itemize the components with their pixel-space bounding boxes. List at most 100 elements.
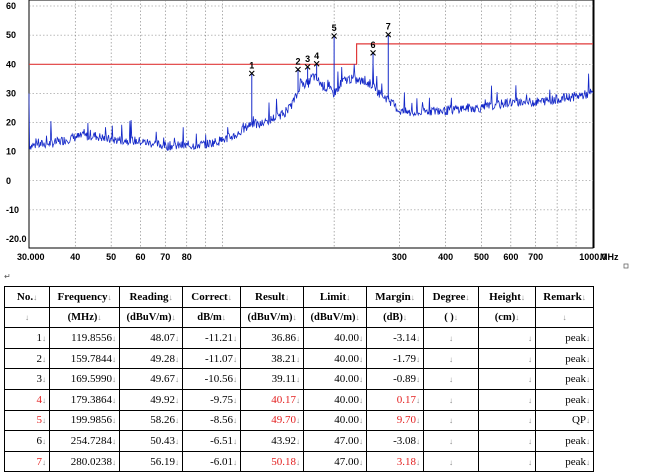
cell-end-mark: ↓: [586, 354, 590, 364]
peak-marker: [304, 63, 311, 70]
cell-text: 280.0238: [70, 455, 112, 468]
cell-end-mark: ↓: [449, 375, 453, 385]
cell-text: -6.51: [210, 434, 233, 447]
cell-end-mark: ↓: [233, 375, 237, 385]
x-tick-label: 1000.0: [579, 252, 607, 262]
y-tick-label: 50: [6, 30, 16, 40]
cell-text: 179.3864: [70, 393, 112, 406]
x-tick-label: 80: [182, 252, 192, 262]
remark-cell: peak↓: [535, 388, 594, 411]
table-row: No.↓ Frequency↓ Reading↓ Correct↓ Result↓ Lim…: [4, 286, 594, 308]
cell-end-mark: ↓: [520, 292, 525, 302]
cell-end-mark: ↓: [42, 457, 46, 467]
frequency-cell: 199.9856↓: [49, 409, 120, 432]
reading-cell: 58.26↓: [119, 409, 183, 432]
y-tick-label: 60: [6, 1, 16, 11]
cell-end-mark: ↓: [171, 312, 176, 322]
cell-text: 50.43: [150, 434, 175, 447]
table-row: 6↓ 254.7284↓ 50.43↓ -6.51↓ 43.92↓ 47.00↓ -3.08…: [4, 430, 594, 452]
cell-end-mark: ↓: [42, 354, 46, 364]
correct-cell: -11.07↓: [182, 347, 241, 370]
result-cell: 49.70↓: [240, 409, 304, 432]
y-tick-label: 20: [6, 118, 16, 128]
header-cell: (dBuV/m)↓: [119, 306, 183, 329]
cell-end-mark: ↓: [233, 457, 237, 467]
cell-end-mark: ↓: [586, 457, 590, 467]
reading-cell: 49.28↓: [119, 347, 183, 370]
remark-cell: peak↓: [535, 327, 594, 349]
cell-text: Degree: [432, 290, 466, 303]
cell-end-mark: ↓: [528, 436, 532, 446]
peak-label: 7: [386, 22, 391, 32]
table-row: 4↓ 179.3864↓ 49.92↓ -9.75↓ 40.17↓ 40.00↓ 0.17↓…: [4, 388, 594, 411]
cell-text: 49.67: [150, 373, 175, 386]
cell-end-mark: ↓: [416, 457, 420, 467]
cell-end-mark: ↓: [586, 375, 590, 385]
spectrum-trace: [28, 60, 594, 152]
margin-cell: 0.17↓: [366, 388, 424, 411]
reading-cell: 50.43↓: [119, 430, 183, 452]
cell-end-mark: ↓: [416, 395, 420, 405]
header-cell: (dBuV/m)↓: [303, 306, 367, 329]
header-cell: Frequency↓: [49, 286, 120, 308]
degree-cell: ↓: [423, 450, 479, 472]
cell-end-mark: ↓: [175, 375, 179, 385]
cell-end-mark: ↓: [112, 436, 116, 446]
no-cell: 2↓: [4, 347, 50, 370]
cell-text: 169.5990: [70, 373, 112, 386]
cell-text: (dBuV/m): [310, 311, 356, 323]
cell-text: ( ): [444, 311, 454, 323]
cell-text: peak: [565, 373, 586, 386]
x-tick-label: 50: [106, 252, 116, 262]
cell-end-mark: ↓: [528, 416, 532, 426]
x-tick-label: 40: [70, 252, 80, 262]
frequency-cell: 169.5990↓: [49, 368, 120, 390]
cell-end-mark: ↓: [416, 375, 420, 385]
x-tick-label: 300: [392, 252, 407, 262]
cell-text: 254.7284: [70, 434, 112, 447]
y-tick-label: 40: [6, 59, 16, 69]
remark-cell: peak↓: [535, 347, 594, 370]
cell-text: 4: [36, 393, 43, 406]
cell-text: 40.00: [334, 373, 359, 386]
cell-text: Margin: [375, 290, 411, 303]
cell-text: peak: [565, 455, 586, 468]
cell-end-mark: ↓: [416, 416, 420, 426]
margin-cell: -0.89↓: [366, 368, 424, 390]
cell-end-mark: ↓: [410, 292, 415, 302]
cell-text: 48.07: [150, 331, 175, 344]
cell-text: peak: [565, 331, 586, 344]
cell-text: 40.00: [334, 331, 359, 344]
cell-end-mark: ↓: [449, 333, 453, 343]
x-tick-label: 60: [135, 252, 145, 262]
cell-end-mark: ↓: [586, 436, 590, 446]
y-tick-label: 30: [6, 88, 16, 98]
cell-end-mark: ↓: [449, 416, 453, 426]
header-cell: (dB)↓: [366, 306, 424, 329]
cell-end-mark: ↓: [175, 395, 179, 405]
cell-end-mark: ↓: [33, 292, 38, 302]
correct-cell: -6.01↓: [182, 450, 241, 472]
cell-end-mark: ↓: [296, 436, 300, 446]
cell-text: (MHz): [67, 311, 98, 323]
cell-end-mark: ↓: [528, 354, 532, 364]
x-tick-label: 400: [438, 252, 453, 262]
x-tick-label: 700: [528, 252, 543, 262]
cell-end-mark: ↓: [233, 416, 237, 426]
header-cell: Correct↓: [182, 286, 241, 308]
cell-end-mark: ↓: [586, 333, 590, 343]
cell-end-mark: ↓: [586, 416, 590, 426]
no-cell: 3↓: [4, 368, 50, 390]
cell-end-mark: ↓: [296, 395, 300, 405]
cell-text: 58.26: [150, 414, 175, 427]
y-tick-label: 10: [6, 147, 16, 157]
cell-end-mark: ↓: [449, 436, 453, 446]
table-row: 7↓ 280.0238↓ 56.19↓ -6.01↓ 50.18↓ 47.00↓ 3.18↓…: [4, 450, 594, 472]
cell-end-mark: ↓: [112, 416, 116, 426]
cell-end-mark: ↓: [233, 333, 237, 343]
cell-text: -6.01: [210, 455, 233, 468]
peak-label: 3: [305, 54, 310, 64]
y-tick-label: -20.0: [6, 234, 27, 244]
cell-text: (dB): [383, 311, 403, 323]
